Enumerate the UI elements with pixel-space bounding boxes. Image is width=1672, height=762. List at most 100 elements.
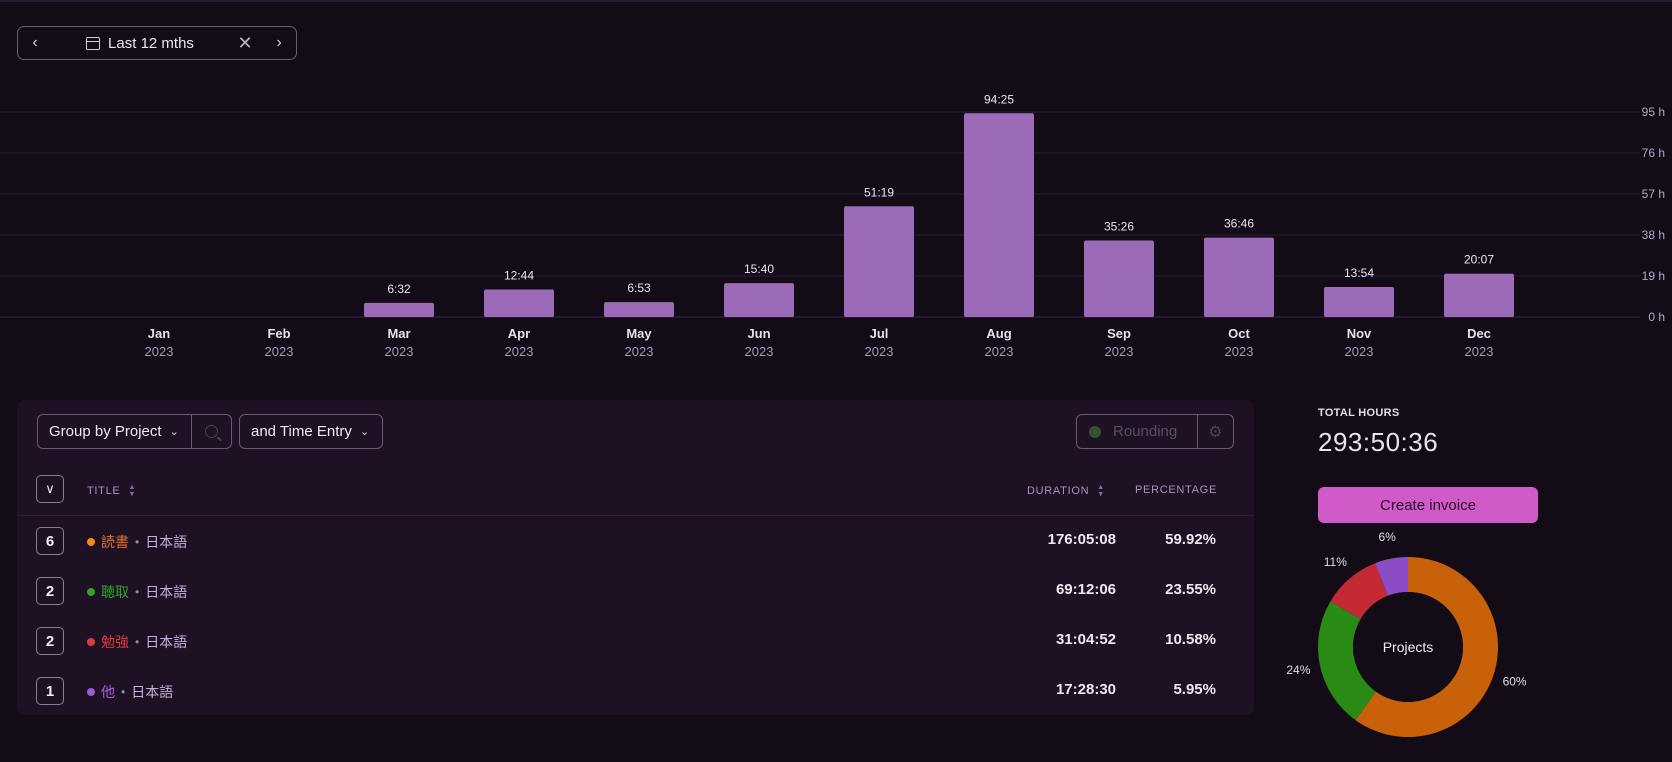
title-header-label: TITLE [87, 485, 121, 497]
table-row[interactable]: 1 他 • 日本語 17:28:30 5.95% [17, 666, 1254, 716]
donut-slice [1330, 563, 1388, 620]
x-tick-label: Oct [1228, 326, 1250, 341]
search-button[interactable] [190, 415, 231, 448]
clear-date-icon[interactable]: ✕ [237, 32, 253, 53]
sort-icon: ▲ ▼ [128, 484, 137, 498]
bar [604, 302, 674, 317]
y-tick-label: 57 h [1642, 187, 1665, 201]
entry-count-badge[interactable]: 1 [36, 677, 64, 705]
x-tick-label: Dec [1467, 326, 1491, 341]
bar-value-label: 12:44 [504, 269, 534, 283]
bar [1204, 237, 1274, 317]
expand-all-button[interactable]: ∨ [36, 475, 64, 503]
x-tick-year: 2023 [865, 344, 894, 359]
x-tick-year: 2023 [145, 344, 174, 359]
x-tick-label: Aug [986, 326, 1011, 341]
rounding-toggle[interactable]: Rounding ⚙ [1076, 414, 1234, 449]
row-duration: 176:05:08 [1047, 531, 1116, 548]
top-border [0, 0, 1672, 2]
project-name: 勉強 [101, 634, 129, 650]
donut-percent-label: 24% [1286, 663, 1310, 677]
row-percentage: 10.58% [1165, 631, 1216, 648]
gear-icon: ⚙ [1208, 423, 1223, 441]
project-name: 他 [101, 684, 115, 700]
total-hours-value: 293:50:36 [1318, 427, 1439, 457]
separator-dot: • [135, 635, 140, 649]
separator-dot: • [121, 685, 126, 699]
row-title: 聴取 • 日本語 [87, 582, 187, 602]
toggle-switch-icon [1089, 425, 1101, 438]
row-duration: 69:12:06 [1055, 581, 1116, 598]
project-color-dot [87, 538, 95, 546]
donut-slice [1355, 557, 1498, 737]
entry-count-badge[interactable]: 6 [36, 527, 64, 555]
percentage-header-label: PERCENTAGE [1135, 484, 1217, 496]
bar-value-label: 6:32 [387, 282, 411, 296]
table-header: ∨ TITLE ▲ ▼ DURATION ▲ ▼ PERCENTAGE [17, 470, 1254, 516]
sub-group-dropdown[interactable]: and Time Entry ⌄ [239, 414, 383, 449]
bar [724, 283, 794, 317]
separator-dot: • [135, 585, 140, 599]
bar-value-label: 20:07 [1464, 253, 1494, 267]
row-title: 読書 • 日本語 [87, 532, 187, 552]
group-by-dropdown[interactable]: Group by Project ⌄ [37, 414, 232, 449]
table-row[interactable]: 6 読書 • 日本語 176:05:08 59.92% [17, 516, 1254, 566]
bar-value-label: 15:40 [744, 262, 774, 276]
client-name: 日本語 [145, 534, 188, 550]
y-tick-label: 0 h [1648, 310, 1665, 324]
rounding-label: Rounding [1113, 423, 1178, 440]
donut-slice [1318, 601, 1376, 721]
rounding-settings-button[interactable]: ⚙ [1196, 415, 1233, 448]
search-icon [204, 425, 218, 438]
x-tick-label: Sep [1107, 326, 1131, 341]
row-percentage: 23.55% [1165, 581, 1216, 598]
x-tick-year: 2023 [265, 344, 294, 359]
x-tick-label: Feb [267, 326, 290, 341]
row-duration: 31:04:52 [1055, 631, 1116, 648]
bar [1084, 240, 1154, 317]
entry-count-badge[interactable]: 2 [36, 577, 64, 605]
calendar-icon [86, 36, 101, 50]
next-period-button[interactable]: › [276, 34, 282, 51]
row-percentage: 5.95% [1173, 681, 1216, 698]
duration-column-header[interactable]: DURATION ▲ ▼ [1027, 484, 1105, 498]
project-color-dot [87, 688, 95, 696]
y-tick-label: 19 h [1642, 269, 1665, 283]
x-tick-year: 2023 [385, 344, 414, 359]
x-tick-year: 2023 [505, 344, 534, 359]
row-percentage: 59.92% [1165, 531, 1216, 548]
monthly-hours-chart: 0 h 19 h 38 h 57 h 76 h 95 h Jan 2023 Feb 2023 6:3… [0, 92, 1665, 359]
entry-count-badge[interactable]: 2 [36, 627, 64, 655]
table-row[interactable]: 2 勉強 • 日本語 31:04:52 10.58% [17, 616, 1254, 666]
x-tick-label: Nov [1347, 326, 1372, 341]
bar-value-label: 35:26 [1104, 220, 1134, 234]
row-title: 勉強 • 日本語 [87, 632, 187, 652]
title-column-header[interactable]: TITLE ▲ ▼ [87, 484, 136, 498]
x-tick-label: Jan [148, 326, 170, 341]
bar-value-label: 51:19 [864, 185, 894, 199]
duration-header-label: DURATION [1027, 485, 1090, 497]
bar-value-label: 6:53 [627, 281, 651, 295]
table-row[interactable]: 2 聴取 • 日本語 69:12:06 23.55% [17, 566, 1254, 616]
donut-slice [1375, 557, 1408, 596]
create-invoice-button[interactable]: Create invoice [1318, 487, 1538, 523]
percentage-column-header: PERCENTAGE [1135, 484, 1217, 496]
bar [1324, 287, 1394, 317]
x-tick-label: Apr [508, 326, 530, 341]
x-tick-label: Mar [387, 326, 410, 341]
client-name: 日本語 [145, 634, 188, 650]
projects-donut-chart: 60% 24% 11% 6% Projects [1286, 530, 1527, 737]
date-range-selector[interactable]: Last 12 mths [52, 35, 228, 52]
sort-icon: ▲ ▼ [1097, 484, 1105, 498]
y-tick-label: 95 h [1642, 105, 1665, 119]
report-panel: Group by Project ⌄ and Time Entry ⌄ Round… [17, 400, 1254, 715]
prev-period-button[interactable]: ‹ [32, 34, 38, 51]
y-tick-label: 76 h [1642, 146, 1665, 160]
date-range-picker[interactable]: ‹ Last 12 mths ✕ › [17, 26, 297, 60]
project-color-dot [87, 588, 95, 596]
row-title: 他 • 日本語 [87, 682, 173, 702]
chevron-down-icon: ⌄ [169, 426, 179, 438]
client-name: 日本語 [131, 684, 174, 700]
row-duration: 17:28:30 [1055, 681, 1116, 698]
chevron-down-icon: ⌄ [359, 426, 370, 438]
